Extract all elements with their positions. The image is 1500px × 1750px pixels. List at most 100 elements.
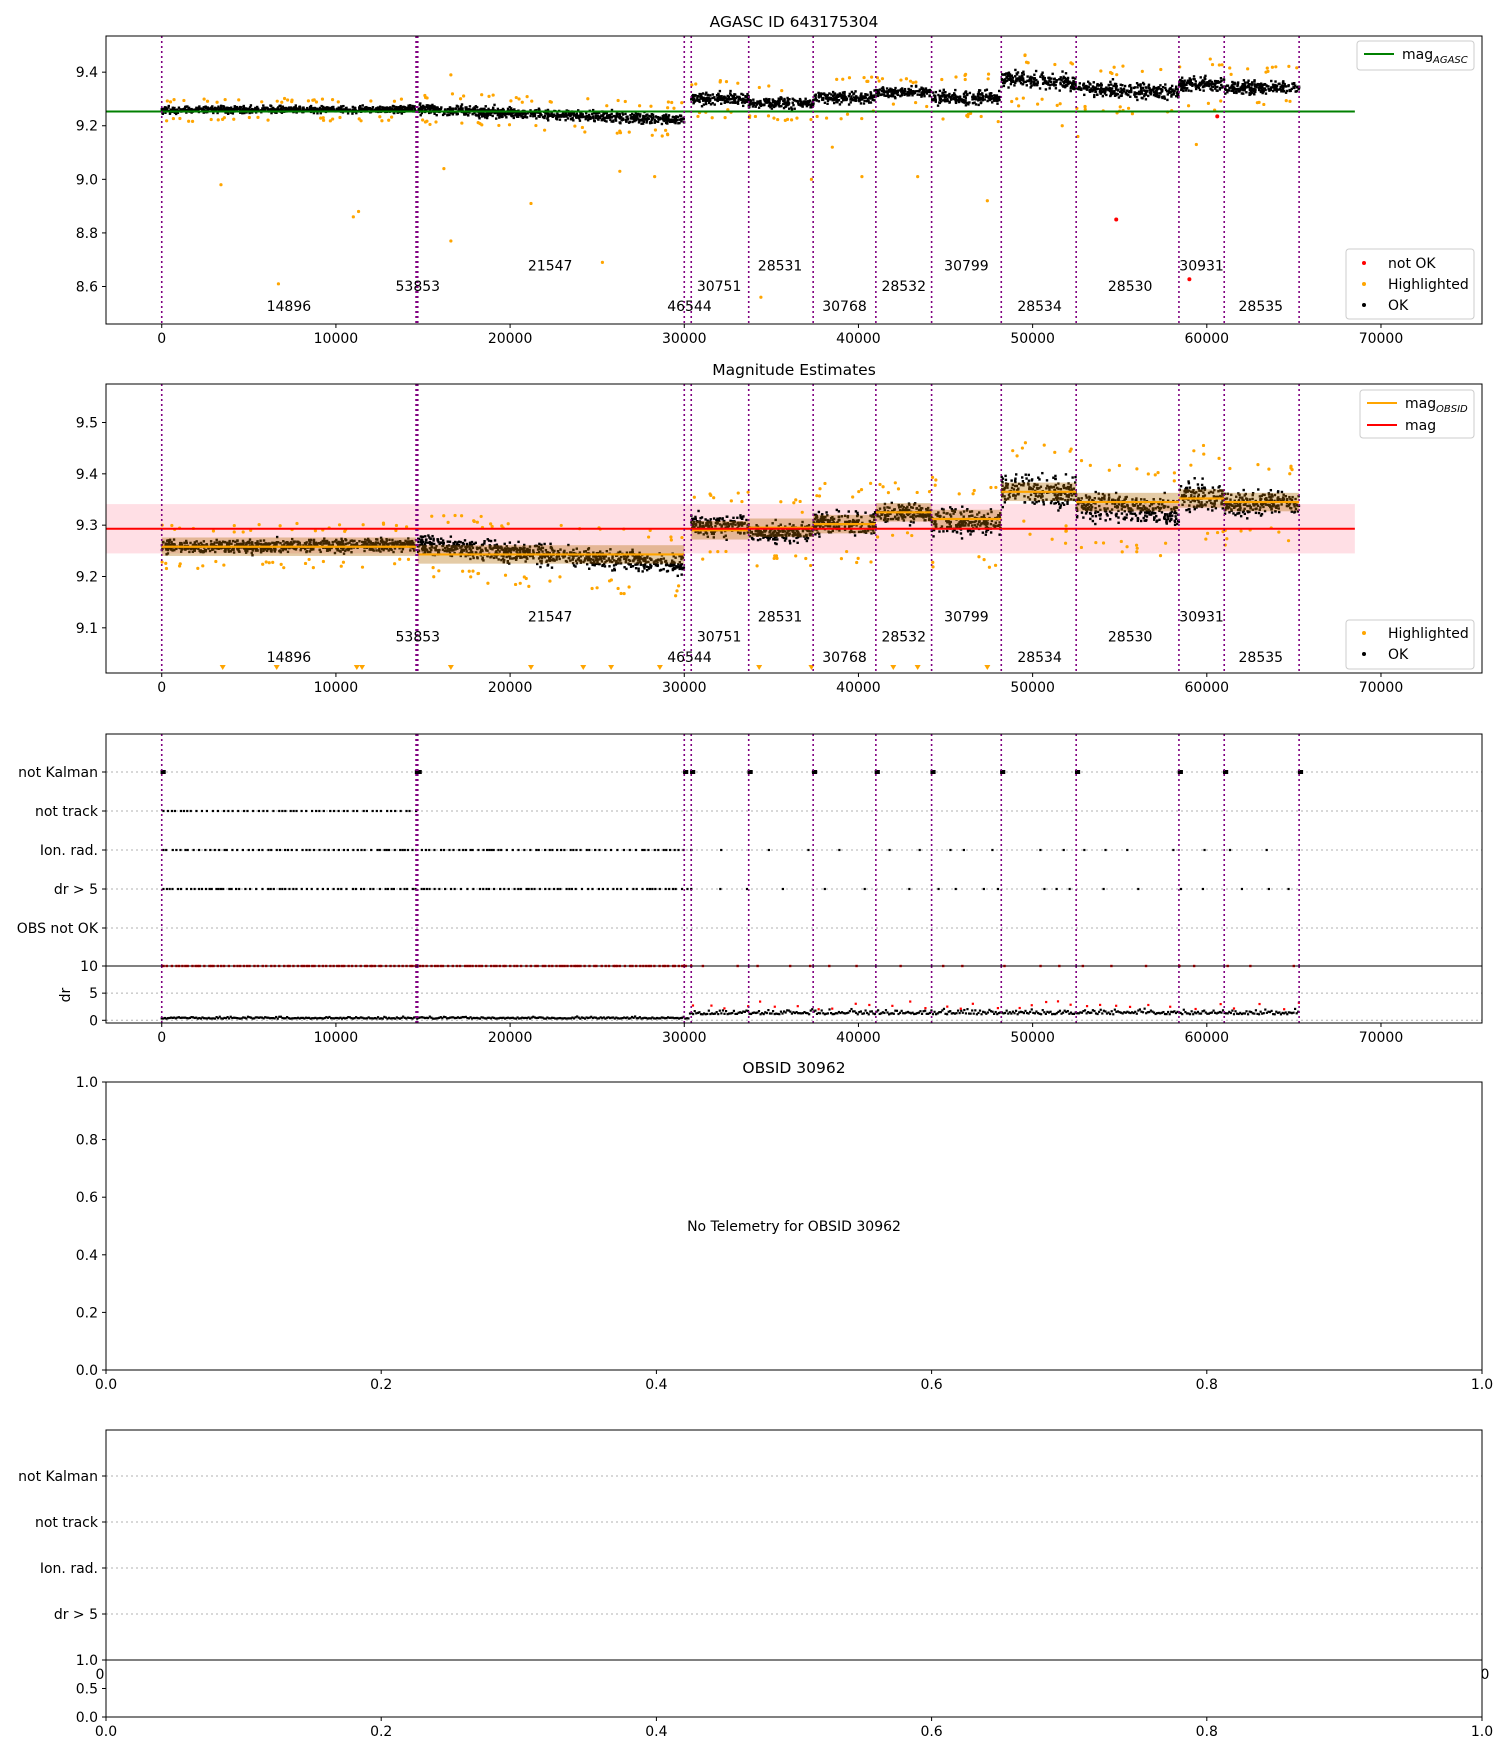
ok-point [201,550,204,553]
ok-point [535,108,538,112]
ok-point [447,544,451,547]
ok-point [450,554,454,558]
ok-point [862,102,866,105]
ok-point [1149,88,1153,92]
ok-point [1266,85,1269,88]
ok-point [162,540,165,544]
ok-point [915,90,918,93]
ok-point [759,99,762,103]
ok-point [860,94,863,98]
ok-point [193,541,196,544]
ok-point [385,538,388,541]
ok-point [179,108,182,111]
ok-point [1113,92,1116,95]
ok-point [167,539,170,542]
ok-point [522,548,525,551]
ok-point [1243,84,1247,87]
highlighted-point [311,98,315,102]
ok-point [226,547,229,550]
ok-point [337,106,341,109]
ok-point [784,105,787,108]
ok-point [954,94,957,98]
ok-point [1051,72,1054,76]
ok-point [835,100,838,104]
highlighted-point [880,77,885,81]
highlighted-point [694,82,698,86]
ok-point [368,548,371,551]
ok-point [1224,85,1227,88]
ok-point [1092,81,1095,84]
ok-point [1283,85,1286,88]
ok-point [191,544,195,547]
ok-point [254,541,257,545]
ok-point [952,92,956,95]
ok-point [1069,89,1072,93]
ok-point [680,555,683,559]
ok-point [508,105,511,109]
ok-point [675,565,678,568]
ok-point [648,557,652,560]
ok-point [1179,83,1183,86]
ok-point [557,551,561,555]
ok-point [223,540,226,544]
ok-point [1113,89,1116,93]
ok-point [417,540,420,544]
ok-point [255,105,259,109]
ok-point [390,108,394,112]
ok-point [886,92,889,95]
ok-point [540,556,544,560]
ok-point [505,549,508,552]
ok-point [1247,85,1251,89]
ok-point [305,550,308,554]
ok-point [173,111,177,114]
ok-point [672,563,675,567]
ok-point [737,99,740,102]
ok-point [270,108,273,111]
ok-point [248,106,252,109]
ok-point [693,94,696,98]
ok-point [804,97,807,100]
ok-point [670,561,674,564]
ok-point [514,114,517,117]
ok-point [617,116,621,119]
ok-point [1003,73,1007,76]
ok-point [926,89,930,92]
ok-point [215,538,218,542]
ok-point [201,109,204,112]
highlighted-point [276,282,281,286]
ok-point [594,114,598,118]
ok-point [886,94,890,97]
ok-point [808,100,811,104]
ok-point [945,94,948,98]
ok-point [1261,86,1264,89]
ok-point [346,112,350,115]
ok-point [622,555,625,558]
ok-point [791,97,794,100]
ok-point [231,112,235,115]
ok-point [508,112,511,116]
ok-point [256,548,259,552]
ok-point [1074,82,1077,85]
highlighted-point [862,75,866,80]
obsid-label: 30751 [697,279,742,295]
ok-point [925,92,929,95]
ok-point [950,96,953,99]
ok-point [201,107,205,111]
ok-point [333,108,336,111]
ok-point [1059,77,1062,81]
ok-point [298,541,301,545]
ok-point [1281,88,1285,91]
y-tick-label: 8.6 [76,279,98,295]
ok-point [234,544,237,547]
ok-point [1231,86,1235,89]
ok-point [222,105,226,109]
ok-point [211,543,214,547]
ok-point [861,95,864,98]
ok-point [770,104,774,107]
ok-point [519,556,522,559]
ok-point [990,92,993,95]
ok-point [379,550,382,553]
ok-point [857,98,861,101]
ok-point [725,98,728,101]
ok-point [1083,85,1087,88]
